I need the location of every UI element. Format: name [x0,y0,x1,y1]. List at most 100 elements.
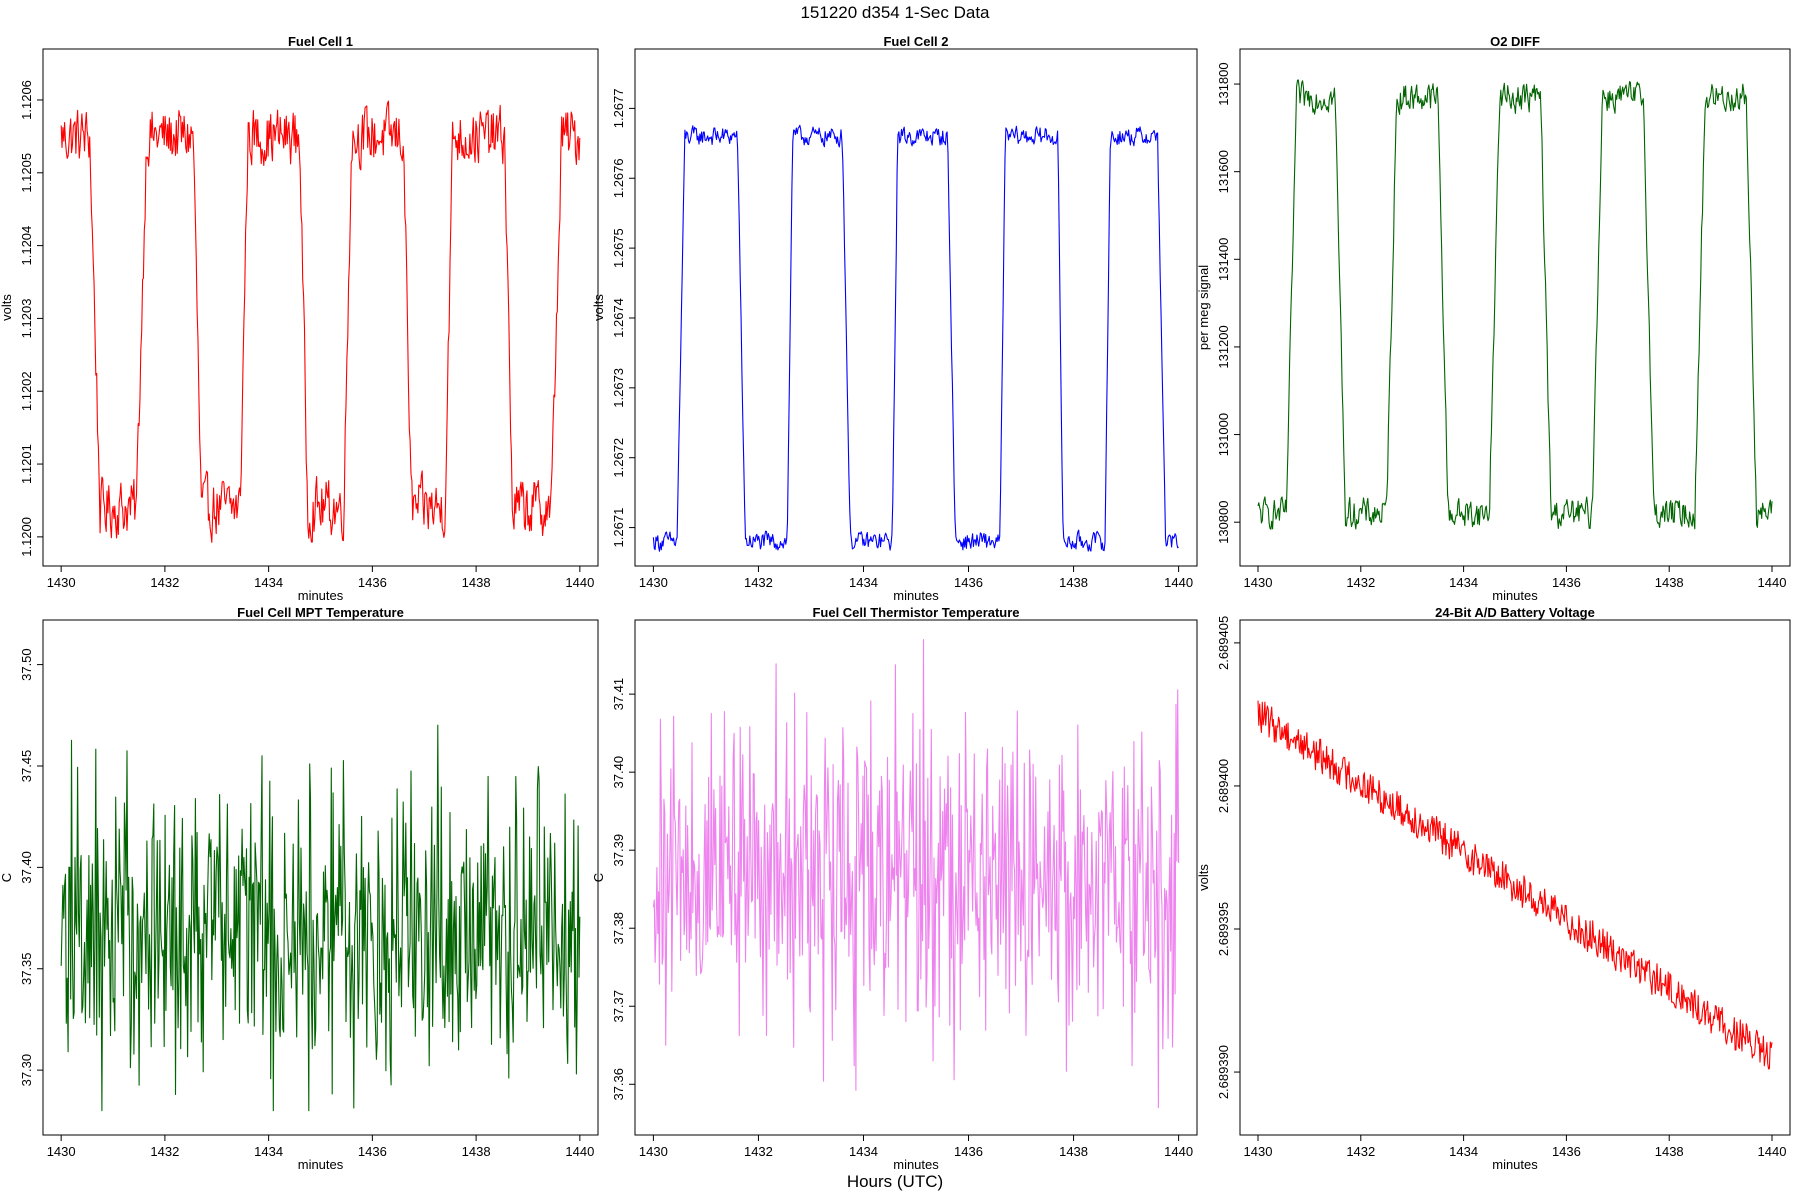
y-tick-label: 2.689400 [1216,759,1231,813]
chart-panel-3: O2 DIFF 1430 1432 1434 1436 1438 1440 minutes 13… [1196,34,1791,603]
y-tick-label: 37.40 [611,756,626,789]
y-tick-label: 1.2673 [611,368,626,408]
x-tick-label: 1432 [150,1144,179,1159]
series-line-1 [60,100,581,543]
x-tick-label: 1430 [47,575,76,590]
y-tick-label: 37.36 [611,1068,626,1101]
y-tick-label: 131800 [1216,62,1231,105]
y-tick-label: 1.2676 [611,158,626,198]
x-tick-label: 1436 [358,575,387,590]
x-tick-label: 1440 [565,575,594,590]
y-tick-label: 37.40 [19,851,34,884]
plot-frame [634,48,1198,567]
chart-panel-5: Fuel Cell Thermistor Temperature 1430 1432… [591,605,1198,1172]
series-line-1 [60,724,581,1112]
y-tick-label: 2.689395 [1216,902,1231,956]
y-axis-label: volts [591,294,606,321]
x-tick-label: 1438 [1655,1144,1684,1159]
x-tick-label: 1430 [47,1144,76,1159]
x-axis-label: minutes [893,1157,939,1172]
y-tick-label: 131400 [1216,238,1231,281]
chart-panel-2: Fuel Cell 2 1430 1432 1434 1436 1438 1440 minut… [591,34,1198,603]
x-tick-label: 1434 [254,1144,283,1159]
y-tick-label: 1.2671 [611,508,626,548]
x-tick-label: 1434 [1449,1144,1478,1159]
x-axis-label: minutes [1492,588,1538,603]
panel-title: Fuel Cell 1 [288,34,353,49]
x-tick-label: 1430 [1244,1144,1273,1159]
y-axis-label: volts [1196,864,1211,891]
x-tick-label: 1432 [150,575,179,590]
y-tick-label: 1.1205 [19,153,34,193]
x-tick-label: 1432 [1346,575,1375,590]
plot-frame [1239,619,1791,1136]
panel-title: Fuel Cell MPT Temperature [237,605,404,620]
y-tick-label: 37.30 [19,1054,34,1087]
y-tick-label: 131000 [1216,413,1231,456]
x-tick-label: 1436 [954,1144,983,1159]
x-tick-label: 1432 [744,575,773,590]
x-tick-label: 1440 [1164,575,1193,590]
x-tick-label: 1440 [1758,1144,1787,1159]
y-tick-label: 2.689405 [1216,616,1231,670]
x-tick-label: 1434 [1449,575,1478,590]
x-tick-label: 1434 [254,575,283,590]
panel-title: Fuel Cell 2 [883,34,948,49]
series-line-1 [652,638,1180,1109]
y-tick-label: 1.1204 [19,226,34,266]
chart-panel-4: Fuel Cell MPT Temperature 1430 1432 1434 143… [0,605,599,1172]
y-tick-label: 131200 [1216,325,1231,368]
y-tick-label: 37.35 [19,952,34,985]
series-line-1 [1257,700,1773,1070]
x-tick-label: 1434 [849,1144,878,1159]
x-tick-label: 1438 [1655,575,1684,590]
y-tick-label: 37.38 [611,912,626,945]
x-tick-label: 1440 [1758,575,1787,590]
x-tick-label: 1440 [565,1144,594,1159]
x-tick-label: 1432 [744,1144,773,1159]
y-tick-label: 131600 [1216,150,1231,193]
y-tick-label: 1.2674 [611,298,626,338]
x-tick-label: 1432 [1346,1144,1375,1159]
figure-title: 151220 d354 1-Sec Data [800,3,990,22]
y-axis-label: C [0,873,14,882]
x-tick-label: 1438 [462,575,491,590]
y-tick-label: 37.37 [611,990,626,1023]
y-tick-label: 1.2677 [611,89,626,129]
y-axis-label: per meg signal [1196,265,1211,350]
y-tick-label: 37.45 [19,750,34,783]
x-tick-label: 1434 [849,575,878,590]
plot-frame [42,619,599,1136]
y-axis-label: volts [0,294,14,321]
panel-title: Fuel Cell Thermistor Temperature [812,605,1019,620]
x-tick-label: 1438 [1059,575,1088,590]
x-tick-label: 1436 [1552,1144,1581,1159]
y-tick-label: 1.1203 [19,299,34,339]
x-tick-label: 1440 [1164,1144,1193,1159]
y-tick-label: 1.1202 [19,371,34,411]
y-tick-label: 1.1206 [19,80,34,120]
panel-title: 24-Bit A/D Battery Voltage [1435,605,1595,620]
plot-frame [1239,48,1791,567]
chart-panel-6: 24-Bit A/D Battery Voltage 1430 1432 1434 14… [1196,605,1791,1172]
y-tick-label: 1.1201 [19,444,34,484]
series-line-1 [652,124,1179,552]
y-tick-label: 37.41 [611,678,626,711]
y-tick-label: 1.1200 [19,517,34,557]
y-tick-label: 1.2675 [611,228,626,268]
chart-panel-1: Fuel Cell 1 1430 1432 1434 1436 1438 1440 minut… [0,34,599,603]
x-tick-label: 1436 [358,1144,387,1159]
panel-title: O2 DIFF [1490,34,1540,49]
x-tick-label: 1436 [954,575,983,590]
y-axis-label: C [591,873,606,882]
x-tick-label: 1430 [639,1144,668,1159]
x-tick-label: 1438 [1059,1144,1088,1159]
x-axis-label: minutes [298,588,344,603]
chart-panels: Fuel Cell 1 1430 1432 1434 1436 1438 1440 minut… [0,34,1791,1172]
y-tick-label: 37.39 [611,834,626,867]
x-axis-label: minutes [893,588,939,603]
plot-frame [634,619,1198,1136]
y-tick-label: 130800 [1216,500,1231,543]
x-tick-label: 1430 [639,575,668,590]
x-tick-label: 1438 [462,1144,491,1159]
